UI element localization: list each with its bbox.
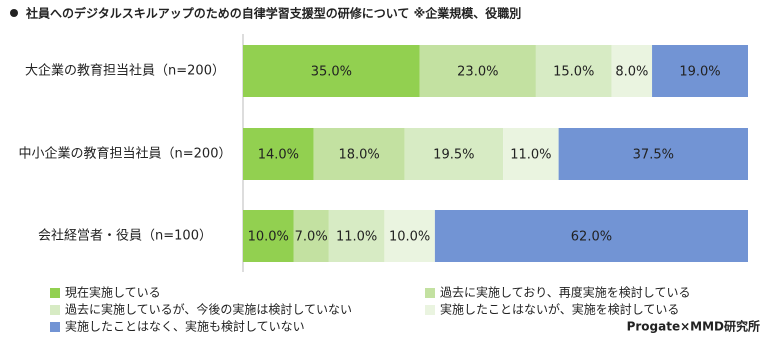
value-label: 35.0%: [311, 65, 352, 80]
bar-segment: [384, 210, 435, 262]
bar-segment: [328, 210, 385, 262]
value-label: 10.0%: [389, 230, 430, 245]
legend-label: 過去に実施しており、再度実施を検討している: [440, 285, 690, 300]
category-label: 会社経営者・役員（n=100）: [38, 228, 212, 244]
legend-label: 実施したことはなく、実施も検討していない: [65, 319, 305, 334]
legend-swatch: [50, 288, 60, 298]
legend-swatch: [425, 288, 435, 298]
legend-label: 過去に実施しているが、今後の実施は検討していない: [65, 302, 352, 317]
value-label: 14.0%: [258, 148, 299, 163]
source: Progate×MMD研究所: [627, 319, 760, 334]
bar-segment: [611, 45, 653, 97]
bar-segment: [419, 45, 536, 97]
value-label: 19.0%: [679, 65, 720, 80]
legend-swatch: [50, 305, 60, 315]
value-label: 11.0%: [510, 148, 551, 163]
bar-segment: [293, 210, 329, 262]
bar-segment: [434, 210, 748, 262]
value-label: 15.0%: [553, 65, 594, 80]
value-label: 10.0%: [248, 230, 289, 245]
bar-segment: [503, 128, 559, 180]
bar-segment: [243, 210, 294, 262]
bar-segment: [558, 128, 748, 180]
value-label: 18.0%: [338, 148, 379, 163]
bar-segment: [404, 128, 504, 180]
value-label: 37.5%: [633, 148, 674, 163]
category-label: 中小企業の教育担当社員（n=200）: [19, 146, 232, 162]
title-bullet: [10, 9, 18, 17]
bar-segment: [535, 45, 612, 97]
value-label: 11.0%: [336, 230, 377, 245]
legend-label: 実施したことはないが、実施を検討している: [440, 302, 679, 317]
chart-title: 社員へのデジタルスキルアップのための自律学習支援型の研修について ※企業規模、役…: [25, 6, 521, 21]
bar-segment: [652, 45, 748, 97]
legend-label: 現在実施している: [65, 285, 161, 300]
value-label: 62.0%: [571, 230, 612, 245]
bar-segment: [313, 128, 405, 180]
value-label: 23.0%: [457, 65, 498, 80]
legend-swatch: [425, 305, 435, 315]
legend-swatch: [50, 322, 60, 332]
value-label: 7.0%: [295, 230, 328, 245]
value-label: 8.0%: [615, 65, 648, 80]
category-label: 大企業の教育担当社員（n=200）: [25, 63, 225, 79]
value-label: 19.5%: [433, 148, 474, 163]
bar-segment: [243, 45, 420, 97]
bar-segment: [243, 128, 314, 180]
